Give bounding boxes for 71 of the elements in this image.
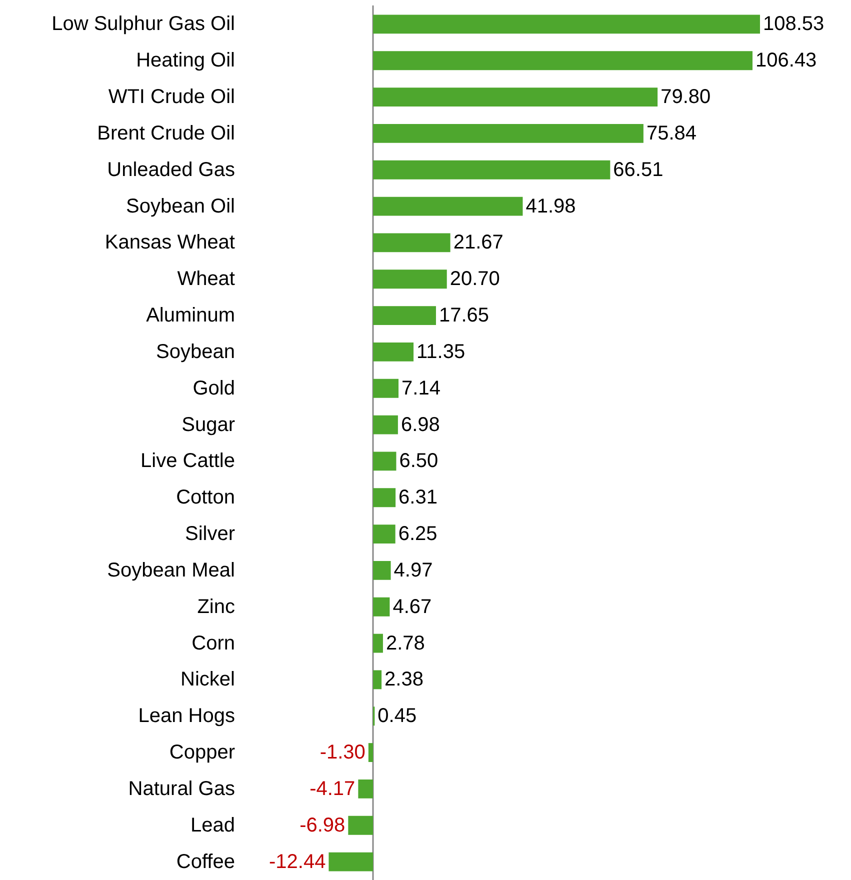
bar xyxy=(373,597,390,616)
y-tick-label: Silver xyxy=(184,523,236,546)
y-tick-label: Copper xyxy=(169,742,236,764)
bar xyxy=(373,452,396,471)
y-tick-label: Soybean xyxy=(156,340,235,363)
data-label: 20.70 xyxy=(450,268,500,290)
bar xyxy=(373,378,399,398)
y-tick-label: Soybean Meal xyxy=(107,559,235,582)
y-tick-label: Live Cattle xyxy=(140,450,235,472)
y-tick-label: Kansas Wheat xyxy=(104,232,236,254)
data-label: -1.30 xyxy=(320,742,366,764)
data-label: 11.35 xyxy=(416,340,466,363)
bar xyxy=(373,270,447,289)
data-label: 2.38 xyxy=(384,668,424,691)
data-label: 17.65 xyxy=(438,304,490,327)
data-label: 21.67 xyxy=(453,232,504,254)
bar xyxy=(373,342,414,362)
bar xyxy=(373,488,396,508)
data-label: 0.45 xyxy=(378,705,417,728)
bar xyxy=(373,233,450,252)
y-tick-label: Unleaded Gas xyxy=(107,158,235,181)
data-label: -4.17 xyxy=(310,778,356,800)
bar xyxy=(373,560,391,580)
bar xyxy=(373,415,398,434)
y-tick-label: Cotton xyxy=(176,486,235,509)
bar xyxy=(373,51,753,70)
y-tick-label: Zinc xyxy=(197,596,235,618)
bar xyxy=(373,14,760,34)
y-tick-label: Sugar xyxy=(182,414,236,436)
data-label: 4.97 xyxy=(394,559,433,582)
bar xyxy=(373,196,523,216)
bar xyxy=(358,779,374,798)
bar xyxy=(373,88,658,107)
data-label: 41.98 xyxy=(526,195,576,218)
y-tick-label: Lead xyxy=(190,814,235,836)
data-label: 2.78 xyxy=(386,632,425,654)
bar xyxy=(328,852,374,872)
data-label: 4.67 xyxy=(392,596,432,618)
y-tick-label: Brent Crude Oil xyxy=(97,122,235,144)
bar xyxy=(373,160,610,180)
bar xyxy=(373,634,383,653)
y-tick-label: Wheat xyxy=(177,268,236,290)
data-label: 79.80 xyxy=(660,86,711,108)
data-label: 7.14 xyxy=(402,377,440,400)
y-tick-label: Low Sulphur Gas Oil xyxy=(52,13,235,36)
y-tick-label: Coffee xyxy=(176,850,235,873)
y-tick-label: Aluminum xyxy=(146,304,235,327)
y-tick-label: Nickel xyxy=(180,668,235,691)
data-label: 6.31 xyxy=(398,486,438,509)
bar xyxy=(373,670,382,690)
data-label: 108.53 xyxy=(763,13,824,36)
data-label: 6.25 xyxy=(398,523,438,546)
bar xyxy=(373,524,396,544)
data-label: 75.84 xyxy=(646,122,697,144)
bar xyxy=(373,124,644,143)
y-tick-label: Gold xyxy=(192,377,235,400)
data-label: 106.43 xyxy=(756,50,817,72)
data-label: 66.51 xyxy=(613,158,664,181)
y-tick-label: Natural Gas xyxy=(128,778,235,800)
data-label: -12.44 xyxy=(268,850,326,873)
bar xyxy=(368,743,374,762)
bar xyxy=(373,306,436,326)
data-label: 6.50 xyxy=(399,450,438,472)
data-label: -6.98 xyxy=(300,814,346,836)
y-tick-label: Soybean Oil xyxy=(126,195,235,218)
y-tick-label: WTI Crude Oil xyxy=(108,86,235,108)
y-tick-label: Lean Hogs xyxy=(138,705,235,728)
y-tick-label: Heating Oil xyxy=(136,50,235,72)
data-label: 6.98 xyxy=(400,414,440,436)
bar xyxy=(348,816,374,835)
y-tick-label: Corn xyxy=(192,632,235,654)
